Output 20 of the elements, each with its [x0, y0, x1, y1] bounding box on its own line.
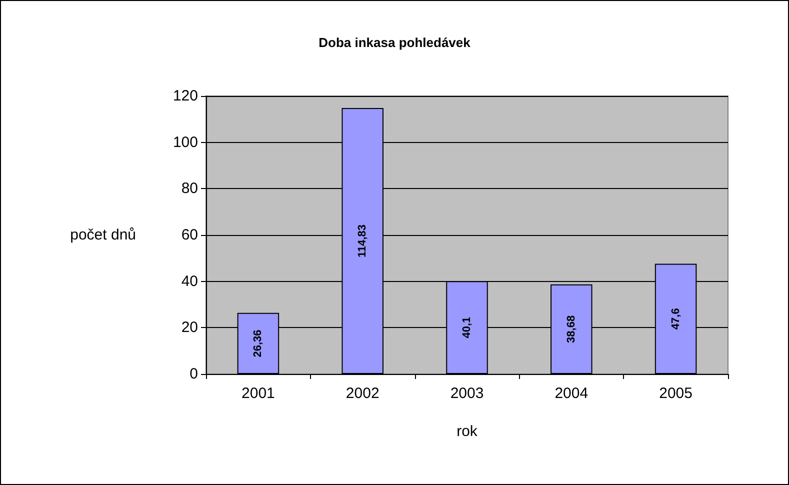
chart-title: Doba inkasa pohledávek — [318, 35, 472, 50]
x-tick-label: 2004 — [554, 385, 588, 402]
x-tick-label: 2005 — [659, 385, 692, 402]
y-tick-label: 20 — [181, 319, 198, 336]
y-tick-label: 40 — [181, 272, 198, 290]
x-tick-label: 2002 — [346, 385, 380, 402]
y-tick-label: 80 — [181, 180, 198, 198]
x-tick-label: 2003 — [450, 385, 484, 402]
y-tick-label: 60 — [181, 226, 198, 244]
data-label: 114,83 — [356, 224, 369, 258]
data-label: 47,6 — [670, 308, 682, 330]
data-label: 26,36 — [252, 330, 264, 358]
data-label: 40,1 — [461, 316, 473, 338]
y-tick-label: 0 — [190, 366, 198, 382]
y-axis-title: počet dnů — [70, 226, 136, 244]
y-tick-label: 100 — [172, 134, 198, 151]
x-tick-label: 2001 — [242, 385, 275, 402]
x-axis-title: rok — [456, 423, 478, 440]
data-label: 38,68 — [565, 315, 578, 343]
y-tick-label: 120 — [172, 88, 198, 104]
